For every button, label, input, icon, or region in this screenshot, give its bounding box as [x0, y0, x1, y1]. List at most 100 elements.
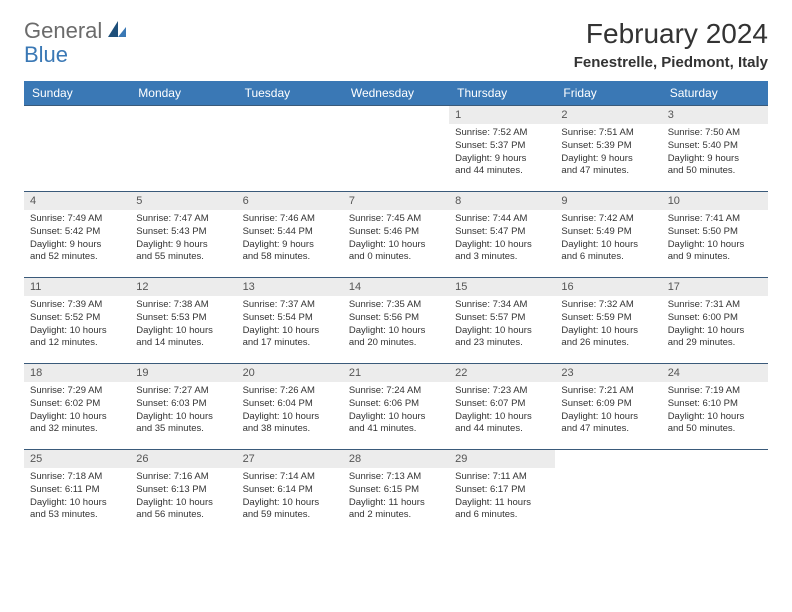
- calendar-cell: 12Sunrise: 7:38 AMSunset: 5:53 PMDayligh…: [130, 278, 236, 364]
- sunset: Sunset: 6:07 PM: [455, 398, 549, 411]
- brand-second: Blue: [24, 42, 68, 67]
- calendar-cell: 26Sunrise: 7:16 AMSunset: 6:13 PMDayligh…: [130, 450, 236, 536]
- sunset: Sunset: 5:37 PM: [455, 140, 549, 153]
- day-info: Sunrise: 7:42 AMSunset: 5:49 PMDaylight:…: [555, 210, 661, 268]
- day-number: 7: [343, 192, 449, 210]
- sunrise: Sunrise: 7:47 AM: [136, 213, 230, 226]
- sunset: Sunset: 5:43 PM: [136, 226, 230, 239]
- sunrise: Sunrise: 7:44 AM: [455, 213, 549, 226]
- brand-sail-icon: [106, 19, 128, 44]
- calendar-cell: 29Sunrise: 7:11 AMSunset: 6:17 PMDayligh…: [449, 450, 555, 536]
- sunrise: Sunrise: 7:41 AM: [668, 213, 762, 226]
- sunrise: Sunrise: 7:27 AM: [136, 385, 230, 398]
- day-info: Sunrise: 7:16 AMSunset: 6:13 PMDaylight:…: [130, 468, 236, 526]
- daylight-line1: Daylight: 10 hours: [455, 411, 549, 424]
- day-number: 2: [555, 106, 661, 124]
- sunset: Sunset: 5:42 PM: [30, 226, 124, 239]
- day-info: Sunrise: 7:29 AMSunset: 6:02 PMDaylight:…: [24, 382, 130, 440]
- sunrise: Sunrise: 7:19 AM: [668, 385, 762, 398]
- sunset: Sunset: 6:02 PM: [30, 398, 124, 411]
- day-header: Tuesday: [237, 81, 343, 106]
- sunset: Sunset: 6:09 PM: [561, 398, 655, 411]
- day-number: 18: [24, 364, 130, 382]
- sunrise: Sunrise: 7:45 AM: [349, 213, 443, 226]
- calendar-cell: 17Sunrise: 7:31 AMSunset: 6:00 PMDayligh…: [662, 278, 768, 364]
- day-number: 22: [449, 364, 555, 382]
- calendar-cell: [237, 106, 343, 192]
- sunset: Sunset: 6:11 PM: [30, 484, 124, 497]
- daylight-line1: Daylight: 10 hours: [455, 239, 549, 252]
- daylight-line1: Daylight: 10 hours: [349, 325, 443, 338]
- daylight-line1: Daylight: 10 hours: [30, 411, 124, 424]
- calendar-cell: [24, 106, 130, 192]
- daylight-line2: and 50 minutes.: [668, 165, 762, 178]
- day-info: Sunrise: 7:46 AMSunset: 5:44 PMDaylight:…: [237, 210, 343, 268]
- daylight-line2: and 55 minutes.: [136, 251, 230, 264]
- calendar-cell: 18Sunrise: 7:29 AMSunset: 6:02 PMDayligh…: [24, 364, 130, 450]
- day-number: 4: [24, 192, 130, 210]
- day-info: Sunrise: 7:49 AMSunset: 5:42 PMDaylight:…: [24, 210, 130, 268]
- sunrise: Sunrise: 7:21 AM: [561, 385, 655, 398]
- day-header: Sunday: [24, 81, 130, 106]
- calendar-cell: 9Sunrise: 7:42 AMSunset: 5:49 PMDaylight…: [555, 192, 661, 278]
- day-header: Thursday: [449, 81, 555, 106]
- day-number: 16: [555, 278, 661, 296]
- day-info: Sunrise: 7:26 AMSunset: 6:04 PMDaylight:…: [237, 382, 343, 440]
- sunset: Sunset: 6:00 PM: [668, 312, 762, 325]
- daylight-line1: Daylight: 9 hours: [136, 239, 230, 252]
- sunrise: Sunrise: 7:38 AM: [136, 299, 230, 312]
- day-info: Sunrise: 7:52 AMSunset: 5:37 PMDaylight:…: [449, 124, 555, 182]
- day-number: 14: [343, 278, 449, 296]
- daylight-line1: Daylight: 10 hours: [668, 325, 762, 338]
- sunset: Sunset: 5:59 PM: [561, 312, 655, 325]
- daylight-line2: and 0 minutes.: [349, 251, 443, 264]
- calendar-cell: 16Sunrise: 7:32 AMSunset: 5:59 PMDayligh…: [555, 278, 661, 364]
- daylight-line1: Daylight: 10 hours: [30, 497, 124, 510]
- calendar-cell: 14Sunrise: 7:35 AMSunset: 5:56 PMDayligh…: [343, 278, 449, 364]
- sunrise: Sunrise: 7:13 AM: [349, 471, 443, 484]
- day-number: 25: [24, 450, 130, 468]
- day-number: 24: [662, 364, 768, 382]
- sunset: Sunset: 5:49 PM: [561, 226, 655, 239]
- calendar-cell: 2Sunrise: 7:51 AMSunset: 5:39 PMDaylight…: [555, 106, 661, 192]
- daylight-line1: Daylight: 10 hours: [668, 411, 762, 424]
- calendar-cell: 10Sunrise: 7:41 AMSunset: 5:50 PMDayligh…: [662, 192, 768, 278]
- sunrise: Sunrise: 7:39 AM: [30, 299, 124, 312]
- sunset: Sunset: 6:03 PM: [136, 398, 230, 411]
- day-info: Sunrise: 7:32 AMSunset: 5:59 PMDaylight:…: [555, 296, 661, 354]
- daylight-line2: and 6 minutes.: [561, 251, 655, 264]
- day-number: 10: [662, 192, 768, 210]
- calendar-cell: 15Sunrise: 7:34 AMSunset: 5:57 PMDayligh…: [449, 278, 555, 364]
- daylight-line1: Daylight: 10 hours: [561, 411, 655, 424]
- daylight-line1: Daylight: 10 hours: [349, 411, 443, 424]
- day-number: 12: [130, 278, 236, 296]
- sunrise: Sunrise: 7:24 AM: [349, 385, 443, 398]
- daylight-line2: and 23 minutes.: [455, 337, 549, 350]
- calendar-week-row: 11Sunrise: 7:39 AMSunset: 5:52 PMDayligh…: [24, 278, 768, 364]
- calendar-cell: 7Sunrise: 7:45 AMSunset: 5:46 PMDaylight…: [343, 192, 449, 278]
- daylight-line2: and 14 minutes.: [136, 337, 230, 350]
- calendar-cell: [555, 450, 661, 536]
- day-info: Sunrise: 7:21 AMSunset: 6:09 PMDaylight:…: [555, 382, 661, 440]
- sunrise: Sunrise: 7:42 AM: [561, 213, 655, 226]
- daylight-line1: Daylight: 11 hours: [455, 497, 549, 510]
- sunrise: Sunrise: 7:46 AM: [243, 213, 337, 226]
- sunset: Sunset: 6:04 PM: [243, 398, 337, 411]
- day-info: Sunrise: 7:23 AMSunset: 6:07 PMDaylight:…: [449, 382, 555, 440]
- daylight-line1: Daylight: 10 hours: [136, 497, 230, 510]
- sunrise: Sunrise: 7:23 AM: [455, 385, 549, 398]
- day-info: Sunrise: 7:38 AMSunset: 5:53 PMDaylight:…: [130, 296, 236, 354]
- daylight-line2: and 59 minutes.: [243, 509, 337, 522]
- day-header: Friday: [555, 81, 661, 106]
- calendar-cell: 20Sunrise: 7:26 AMSunset: 6:04 PMDayligh…: [237, 364, 343, 450]
- sunrise: Sunrise: 7:51 AM: [561, 127, 655, 140]
- calendar-table: SundayMondayTuesdayWednesdayThursdayFrid…: [24, 81, 768, 536]
- daylight-line1: Daylight: 9 hours: [455, 153, 549, 166]
- calendar-cell: 5Sunrise: 7:47 AMSunset: 5:43 PMDaylight…: [130, 192, 236, 278]
- calendar-body: 1Sunrise: 7:52 AMSunset: 5:37 PMDaylight…: [24, 106, 768, 536]
- day-number: 9: [555, 192, 661, 210]
- sunrise: Sunrise: 7:26 AM: [243, 385, 337, 398]
- sunrise: Sunrise: 7:18 AM: [30, 471, 124, 484]
- sunrise: Sunrise: 7:16 AM: [136, 471, 230, 484]
- sunrise: Sunrise: 7:32 AM: [561, 299, 655, 312]
